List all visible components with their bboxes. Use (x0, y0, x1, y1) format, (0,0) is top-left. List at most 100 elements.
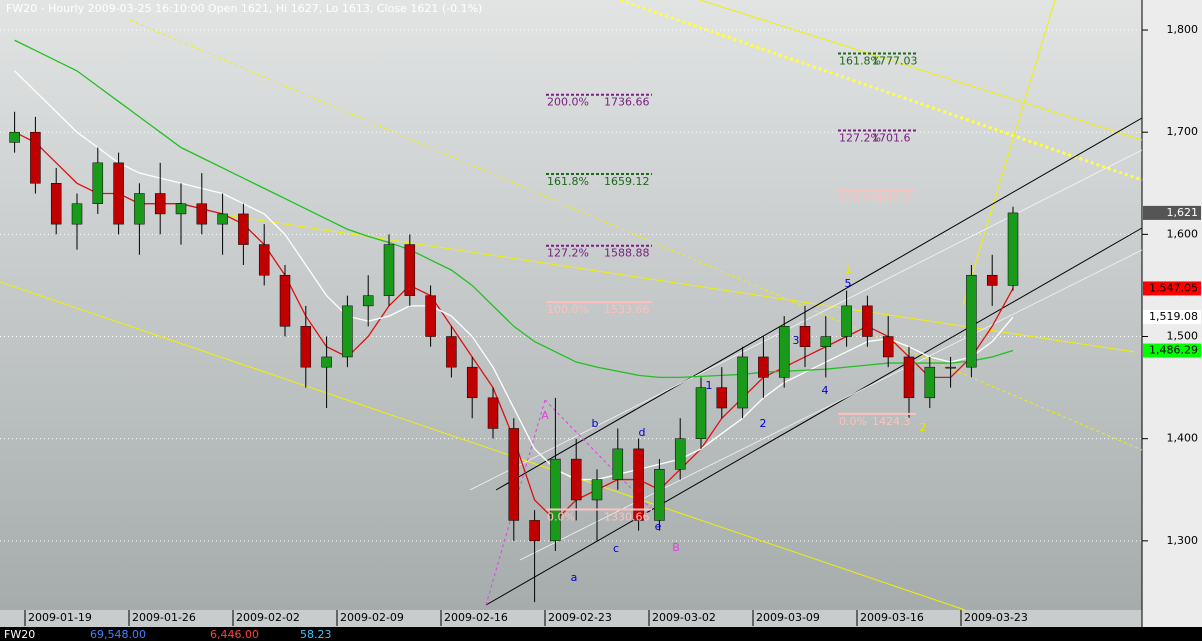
candle-body (633, 448, 644, 521)
candle-body (841, 305, 852, 337)
candle-body (279, 274, 291, 327)
candle-body (508, 428, 520, 521)
y-tick-label: 1,800 (1167, 23, 1199, 36)
x-tick-label: 2009-03-02 (652, 611, 716, 624)
candle-body (113, 162, 124, 225)
x-tick-label: 2009-03-16 (860, 611, 924, 624)
candle-body (550, 458, 561, 542)
fib-value: 1701.6 (872, 132, 911, 145)
price-tag (1143, 205, 1201, 220)
candle-body (362, 295, 374, 307)
candle-body (425, 295, 436, 337)
fib-percent: 100.0% (547, 303, 589, 316)
candle-body (383, 244, 395, 296)
candle-body (466, 366, 478, 399)
indicator-panel (0, 627, 1202, 641)
wave-label: e (655, 520, 662, 533)
y-tick-label: 1,600 (1167, 227, 1199, 240)
fib-percent: 127.2% (839, 132, 881, 145)
fib-value: 1642.3 (872, 192, 911, 205)
wave-label: 2 (920, 421, 927, 434)
wave-label: 4 (822, 384, 829, 397)
candle-body (591, 479, 603, 501)
wave-label: B (672, 541, 680, 554)
candle-body (196, 203, 208, 225)
price-tag-label: 1,547.05 (1149, 281, 1198, 294)
y-tick-label: 1,500 (1167, 330, 1199, 343)
candle-body (404, 244, 416, 296)
price-tag (1143, 310, 1201, 325)
plot-area (0, 0, 1142, 610)
wave-label: 2 (760, 417, 767, 430)
x-tick-label: 2009-03-09 (756, 611, 820, 624)
candle-body (695, 387, 707, 439)
candle-body (716, 387, 728, 409)
fib-value: 1736.66 (604, 96, 650, 109)
candle-body (570, 458, 582, 501)
candle-body (50, 183, 62, 225)
candle-body (238, 213, 249, 245)
y-tick-label: 1,700 (1167, 125, 1199, 138)
indicator-value: 6,446.00 (210, 628, 259, 641)
fib-value: 1659.12 (604, 175, 650, 188)
wave-label: c (613, 542, 619, 555)
trend-line (0, 281, 966, 611)
wave-label: A (541, 409, 549, 422)
x-tick-label: 2009-03-23 (964, 611, 1028, 624)
wave-label: 3 (793, 334, 800, 347)
trend-line (699, 0, 1143, 141)
candle-body (342, 305, 353, 358)
y-tick-label: 1,400 (1167, 432, 1199, 445)
channel-line (495, 117, 1143, 491)
price-tag-label: 1,519.08 (1149, 310, 1198, 323)
wave-label: 1 (845, 263, 852, 276)
candle-body (758, 356, 769, 378)
candle-body (966, 274, 977, 368)
price-tag-label: 1,621 (1167, 206, 1199, 219)
fib-percent: 127.2% (547, 247, 589, 260)
indicator-name: FW20 (4, 628, 35, 641)
candle-body (778, 326, 790, 378)
candle-body (612, 448, 624, 480)
chart-title: FW20 - Hourly 2009-03-25 16:10:00 Open 1… (6, 2, 482, 15)
candle-body (737, 356, 748, 409)
candle-body (258, 244, 270, 276)
fib-percent: 200.0% (547, 96, 589, 109)
candle-body (529, 520, 540, 542)
candle-body (799, 326, 811, 347)
x-tick-label: 2009-02-16 (444, 611, 508, 624)
candle-body (92, 162, 104, 204)
moving-average (14, 39, 1014, 379)
candle-body (654, 469, 665, 521)
fib-percent: 161.8% (839, 55, 881, 68)
wave-label: b (592, 417, 599, 430)
x-tick-label: 2009-01-19 (28, 611, 92, 624)
candle-body (882, 336, 894, 358)
candle-body (446, 336, 457, 368)
fib-value: 1777.03 (872, 55, 918, 68)
fib-percent: 161.8% (547, 175, 589, 188)
x-tick-label: 2009-02-02 (236, 611, 300, 624)
candle-body (903, 356, 915, 399)
candle-body (321, 356, 332, 368)
wave-label: 1 (706, 379, 713, 392)
price-tag-label: 1,486.29 (1149, 344, 1198, 357)
candle-body (924, 366, 936, 399)
indicator-value: 58.23 (300, 628, 332, 641)
fib-percent: 0.0% (547, 511, 575, 524)
fib-value: 1330.66 (604, 511, 650, 524)
channel-line (485, 227, 1143, 606)
candle-body (820, 336, 832, 347)
wave-label: a (571, 571, 578, 584)
wave-label: d (639, 426, 646, 439)
fib-percent: 0.0% (839, 415, 867, 428)
fib-percent: 100.0% (839, 192, 881, 205)
candle-body (300, 326, 312, 368)
indicator-value: 69,548.00 (90, 628, 146, 641)
candle-body (674, 438, 686, 470)
x-tick-label: 2009-02-23 (548, 611, 612, 624)
candle-body (862, 305, 873, 337)
trend-line (962, 0, 1056, 306)
fib-value: 1533.66 (604, 303, 650, 316)
